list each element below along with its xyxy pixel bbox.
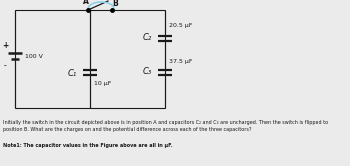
Text: 37.5 µF: 37.5 µF — [169, 59, 192, 65]
Text: A: A — [83, 0, 89, 6]
Text: C₂: C₂ — [142, 34, 152, 42]
Text: C₁: C₁ — [67, 70, 77, 79]
Text: 20.5 µF: 20.5 µF — [169, 24, 192, 29]
Text: -: - — [4, 61, 6, 71]
Text: B: B — [112, 0, 118, 7]
Text: 10 µF: 10 µF — [94, 82, 111, 86]
Text: +: + — [2, 42, 8, 50]
Text: Note1: The capacitor values in the Figure above are all in µF.: Note1: The capacitor values in the Figur… — [3, 143, 173, 148]
Text: 100 V: 100 V — [25, 53, 43, 58]
Text: Initially the switch in the circuit depicted above is in position A and capacito: Initially the switch in the circuit depi… — [3, 120, 328, 132]
Text: C₃: C₃ — [142, 68, 152, 77]
